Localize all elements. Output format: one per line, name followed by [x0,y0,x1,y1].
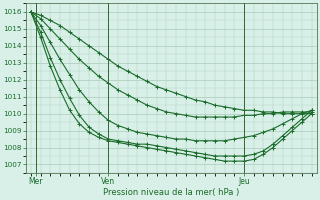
X-axis label: Pression niveau de la mer( hPa ): Pression niveau de la mer( hPa ) [103,188,239,197]
